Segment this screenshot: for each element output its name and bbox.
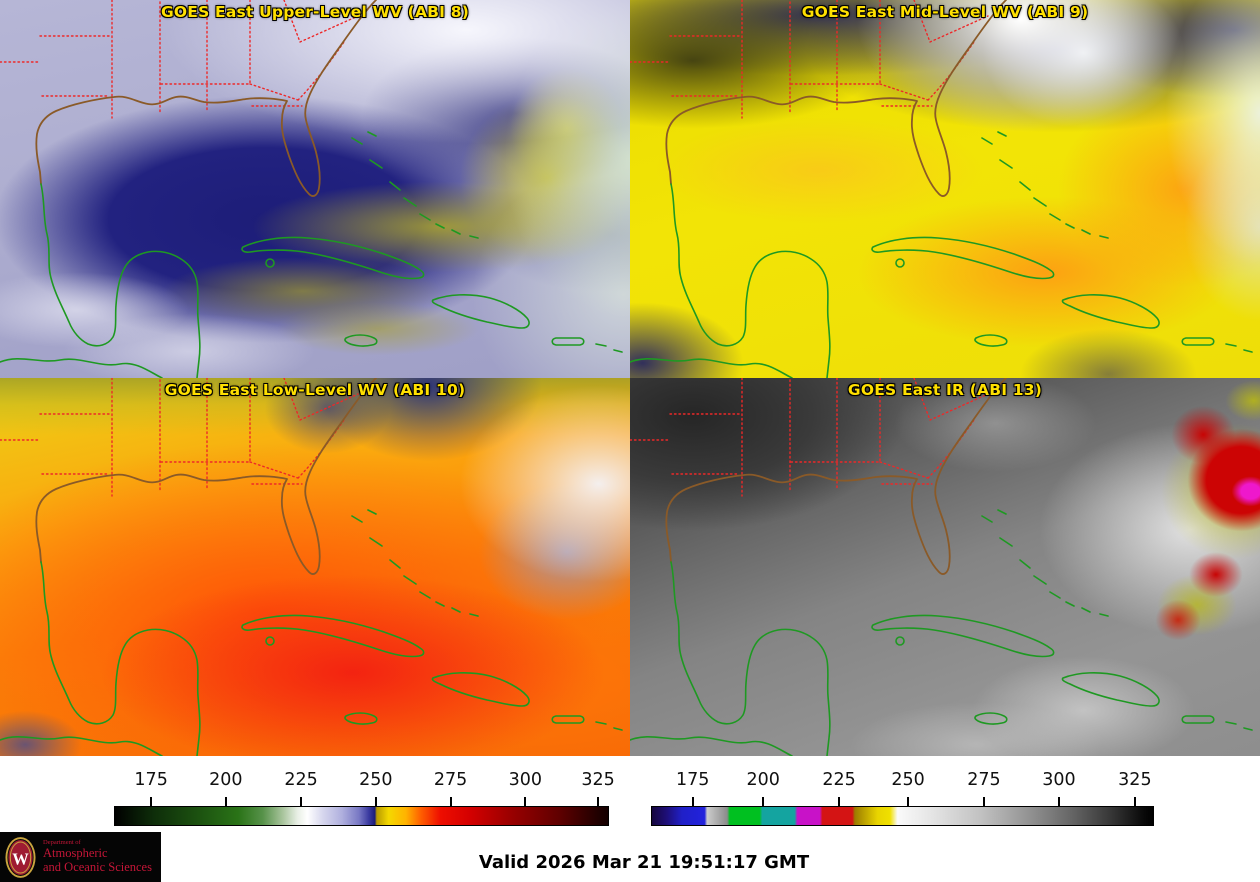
panel-title-abi8: GOES East Upper-Level WV (ABI 8): [160, 3, 470, 21]
colorbar-tick-label: 200: [209, 770, 243, 790]
panel-title-abi10: GOES East Low-Level WV (ABI 10): [164, 381, 466, 399]
panel-mid-level-wv: GOES East Mid-Level WV (ABI 9): [630, 0, 1260, 378]
panel-title-abi13: GOES East IR (ABI 13): [847, 381, 1043, 399]
colorbar-tick-label: 175: [134, 770, 168, 790]
uw-crest-icon: W: [5, 836, 36, 878]
colorbar-tick-label: 325: [1118, 770, 1152, 790]
colorbar-tick: [449, 797, 452, 806]
wv-colorbar: 175 200 225 250 275 300 325: [114, 756, 615, 832]
colorbar-tick-label: 300: [1042, 770, 1076, 790]
colorbar-tick: [374, 797, 377, 806]
colorbar-tick: [150, 797, 153, 806]
logo-text: Department of Atmospheric and Oceanic Sc…: [43, 839, 152, 875]
colorbar-tick: [907, 797, 910, 806]
colorbar-tick-label: 300: [508, 770, 543, 790]
panel-title-abi9: GOES East Mid-Level WV (ABI 9): [801, 3, 1089, 21]
colorbar-tick: [691, 797, 694, 806]
colorbar-tick: [524, 797, 527, 806]
ir-colorbar-gradient: [651, 806, 1154, 826]
colorbar-tick: [300, 797, 303, 806]
colorbar-tick-label: 250: [891, 770, 925, 790]
colorbar-tick-label: 325: [581, 770, 615, 790]
uw-aos-logo: W Department of Atmospheric and Oceanic …: [0, 832, 161, 882]
logo-department-prefix: Department of: [43, 839, 81, 847]
colorbar-tick: [224, 797, 227, 806]
colorbar-tick-label: 175: [676, 770, 710, 790]
bottom-strip: 175 200 225 250 275 300 325 175 200 225 …: [0, 756, 1260, 882]
colorbar-tick-label: 275: [967, 770, 1001, 790]
colorbar-tick: [982, 797, 985, 806]
map-overlay: [0, 378, 623, 756]
wv-colorbar-gradient: [114, 806, 609, 826]
uw-monogram: W: [12, 849, 29, 868]
colorbar-tick: [838, 797, 841, 806]
colorbar-tick: [1133, 797, 1136, 806]
panel-low-level-wv: GOES East Low-Level WV (ABI 10): [0, 378, 630, 756]
colorbar-tick-label: 200: [746, 770, 780, 790]
map-overlay: [0, 0, 623, 378]
colorbar-tick: [762, 797, 765, 806]
ir-colorbar: 175 200 225 250 275 300 325: [651, 756, 1154, 832]
colorbar-tick-label: 225: [284, 770, 318, 790]
colorbar-tick: [1057, 797, 1060, 806]
panel-upper-level-wv: GOES East Upper-Level WV (ABI 8): [0, 0, 630, 378]
colorbar-tick-label: 275: [433, 770, 468, 790]
panel-ir: GOES East IR (ABI 13): [630, 378, 1260, 756]
satellite-quad-panel: GOES East Upper-Level WV (ABI 8) GOES Ea…: [0, 0, 1260, 756]
colorbar-tick: [597, 797, 600, 806]
map-overlay: [630, 0, 1253, 378]
colorbar-tick-label: 225: [822, 770, 856, 790]
logo-line2: and Oceanic Sciences: [43, 860, 152, 875]
map-overlay: [630, 378, 1253, 756]
valid-time-label: Valid 2026 Mar 21 19:51:17 GMT: [478, 852, 810, 873]
logo-line1: Atmospheric: [43, 846, 108, 861]
colorbar-tick-label: 250: [359, 770, 393, 790]
